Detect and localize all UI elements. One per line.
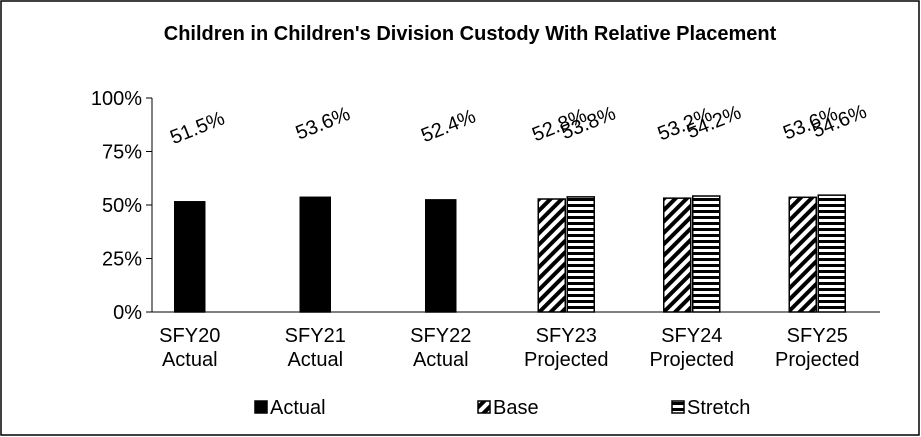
bar: [692, 195, 721, 313]
bar: [788, 196, 817, 313]
y-tick-label: 75%: [102, 142, 142, 164]
legend-swatch: [671, 400, 685, 414]
legend-label: Actual: [270, 397, 326, 419]
bar: [817, 194, 846, 313]
bar: [537, 198, 566, 313]
legend-label: Stretch: [687, 397, 750, 419]
x-tick-label: SFY23 Projected: [524, 325, 609, 371]
bar: [425, 199, 457, 313]
x-tick-label: SFY22 Actual: [410, 325, 471, 371]
bar: [299, 196, 331, 313]
y-tick-label: 100%: [91, 88, 142, 110]
x-tick-label: SFY21 Actual: [285, 325, 346, 371]
x-tick-label: SFY25 Projected: [775, 325, 860, 371]
y-tick-label: 0%: [113, 302, 142, 324]
bar: [566, 196, 595, 313]
legend-swatch: [254, 400, 268, 414]
y-tick-label: 25%: [102, 249, 142, 271]
bar: [174, 201, 206, 313]
x-tick-label: SFY24 Projected: [650, 325, 735, 371]
legend-label: Base: [493, 397, 539, 419]
legend-swatch: [477, 400, 491, 414]
y-tick-label: 50%: [102, 195, 142, 217]
bar: [663, 197, 692, 313]
x-tick-label: SFY20 Actual: [159, 325, 220, 371]
chart-title: Children in Children's Division Custody …: [164, 23, 777, 45]
